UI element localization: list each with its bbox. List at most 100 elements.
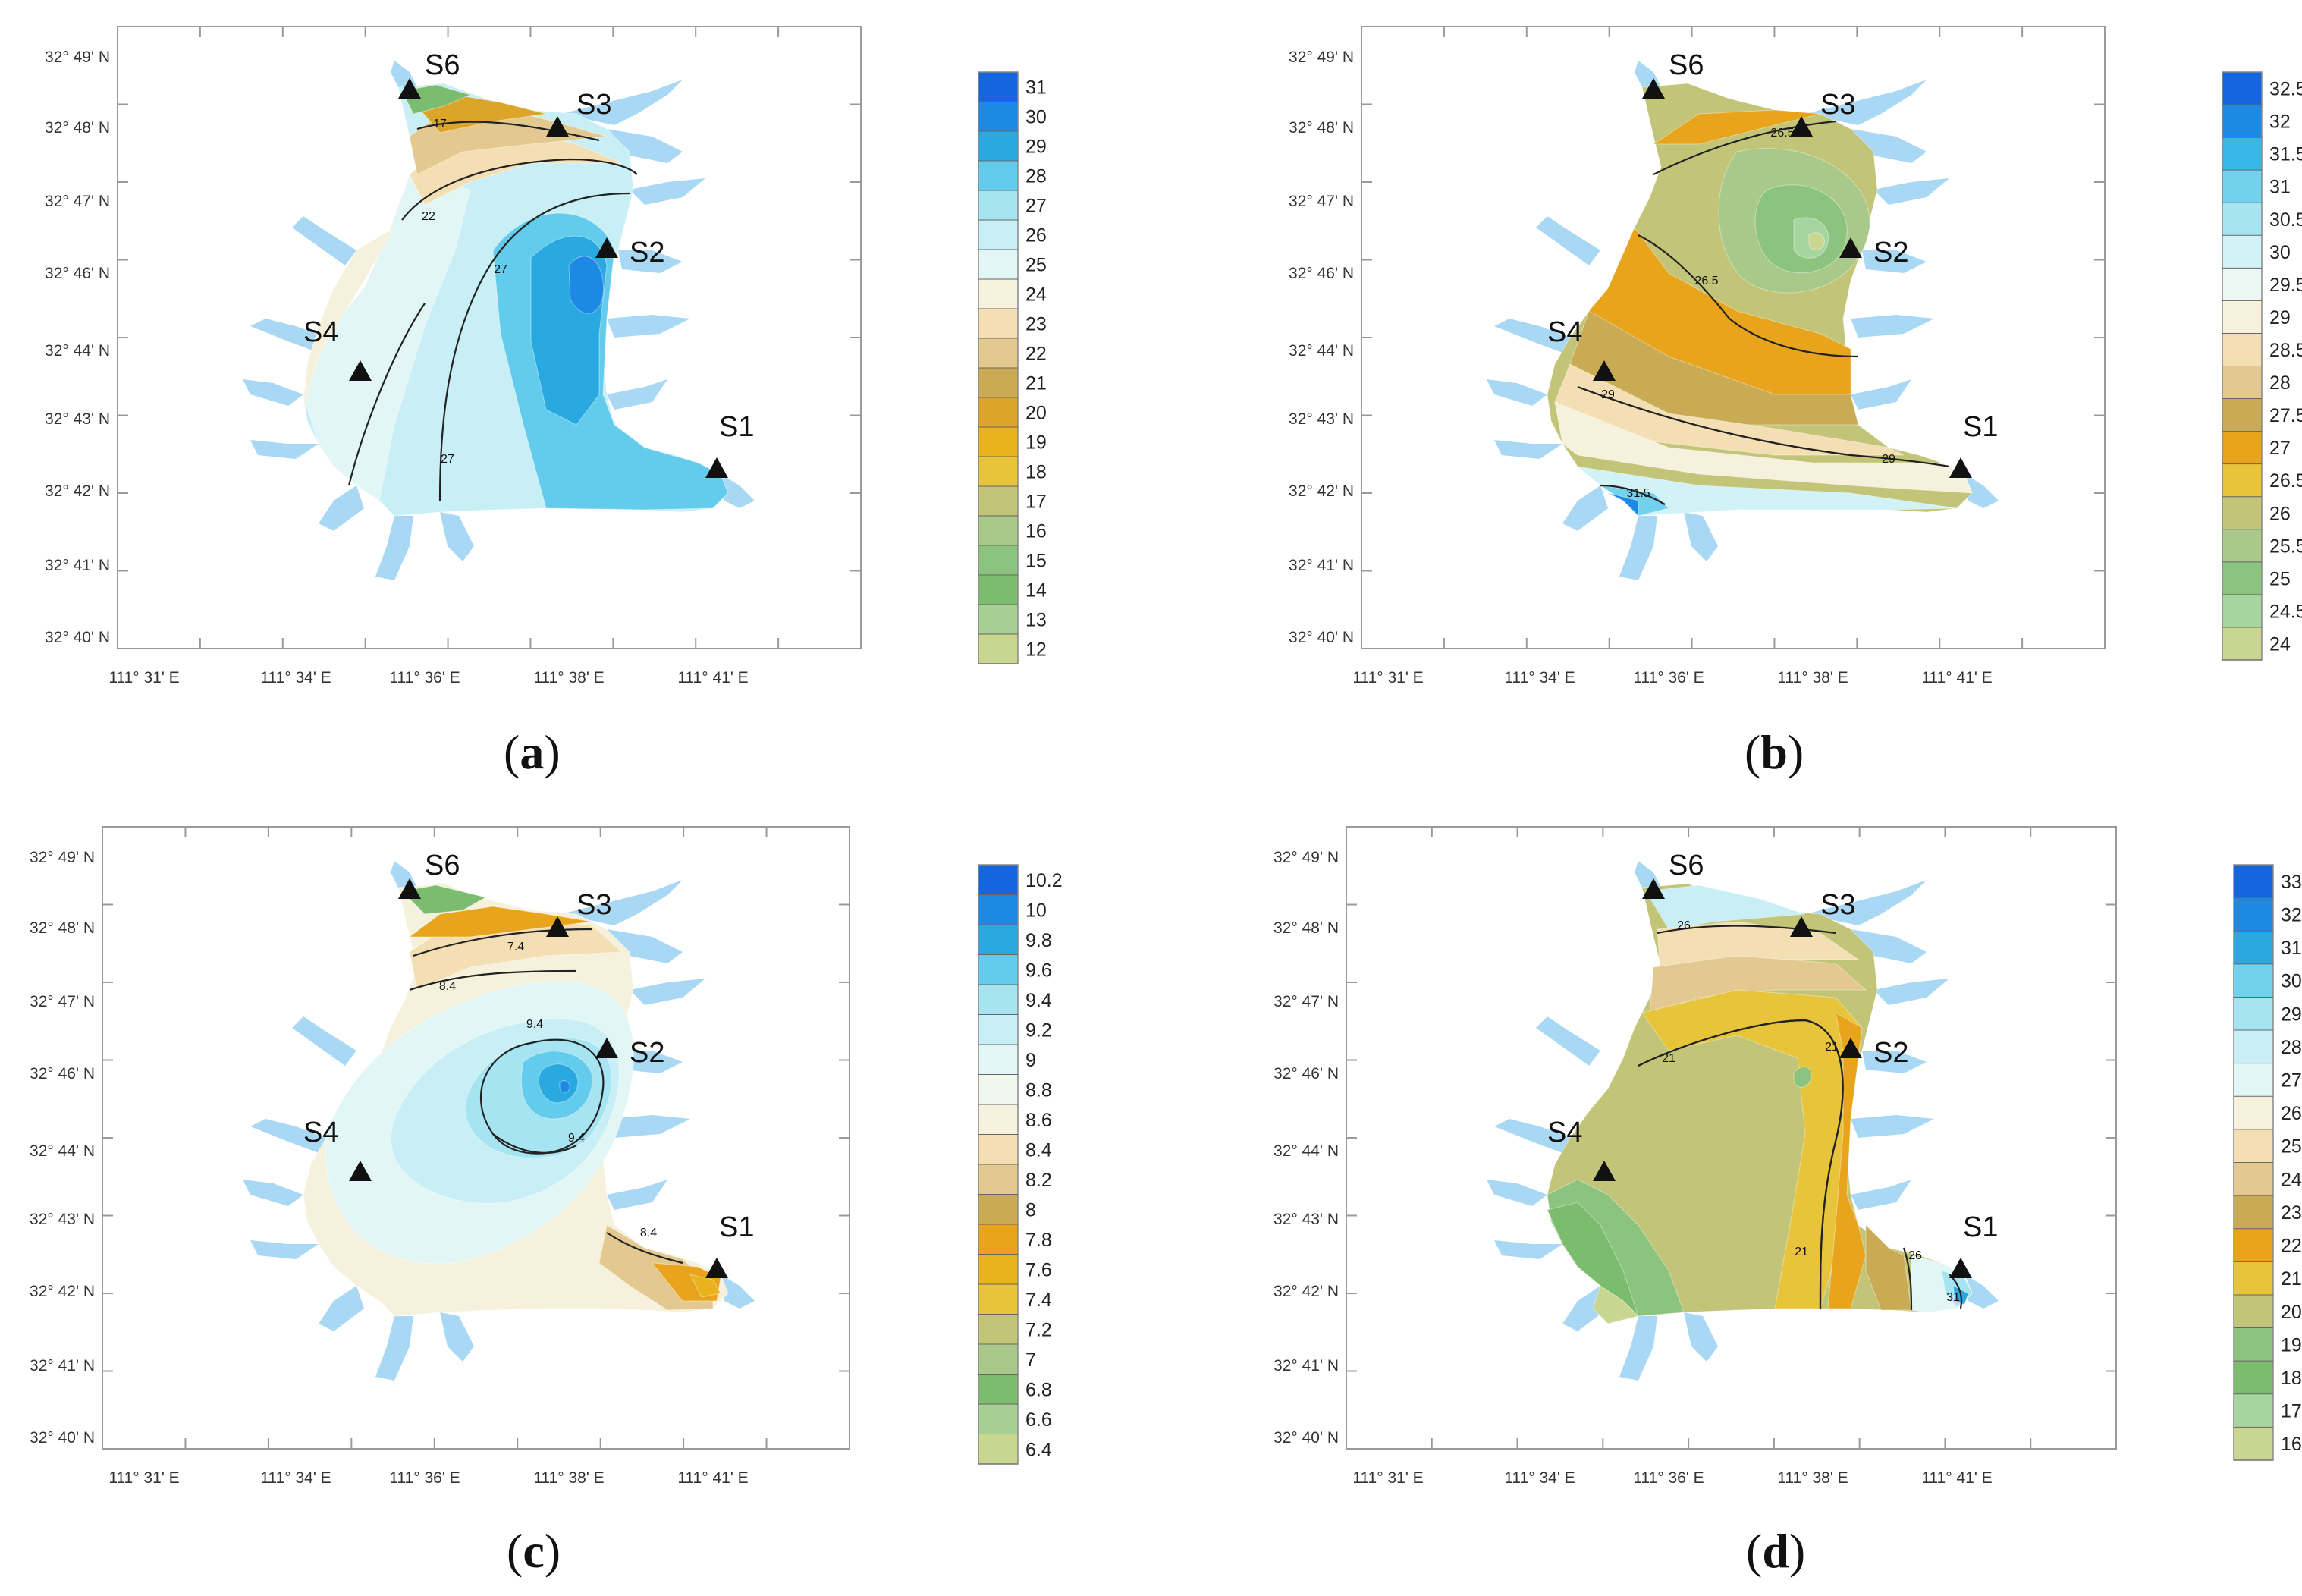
isoline-band [400,884,487,915]
lon-label: 111° 41' E [677,1469,748,1487]
colorbar-tick: 6.6 [1025,1409,1052,1431]
lat-label: 32° 49' N [1289,49,1354,66]
tributary-arm [630,979,705,1005]
contour-line [1638,234,1859,358]
colorbar-tick: 29 [2269,307,2291,328]
tributary-arm [292,216,356,265]
tributary-arm [1494,319,1570,353]
isoline-band [1554,401,1973,494]
colorbar-tick: 24 [2269,633,2291,655]
isoline-band [1652,109,1821,145]
lon-label: 111° 38' E [533,1469,604,1487]
isoline-band [539,1063,579,1104]
colorbar-swatch [2234,1427,2273,1461]
lat-label: 32° 49' N [45,49,110,66]
lat-label: 32° 44' N [1289,342,1354,360]
tributary-arm [1851,315,1934,338]
lon-label: 111° 34' E [260,1469,331,1487]
colorbar-tick: 30 [2269,242,2291,263]
colorbar-tick: 21 [2281,1268,2302,1290]
lat-label: 32° 47' N [1273,993,1339,1010]
tributary-arm [250,440,319,459]
colorbar-swatch [2234,963,2273,998]
lat-label: 32° 42' N [30,1283,95,1300]
colorbar-tick: 22 [2281,1236,2302,1257]
colorbar-swatch [978,1284,1018,1315]
colorbar-tick: 7.6 [1025,1259,1052,1280]
map-content: 7.4 8.4 9.4 9.4 8.4 S6 S3 S2 S4 S1 [243,850,755,1381]
colorbar-tick: 26 [2281,1103,2302,1124]
colorbar-tick: 7.8 [1025,1230,1052,1251]
colorbar-swatch [2234,1063,2273,1097]
colorbar-tick: 24.5 [2269,601,2302,622]
colorbar-tick: 7.2 [1025,1319,1052,1340]
colorbar-tick: 31 [2281,938,2302,959]
colorbar-swatch [978,985,1018,1015]
colorbar-swatch [978,338,1018,369]
station-label-s1: S1 [719,1211,754,1243]
colorbar-tick: 17 [1025,492,1047,513]
lat-label: 32° 44' N [45,342,110,360]
tributary-arm [607,1180,667,1210]
colorbar-swatch [2234,1228,2273,1262]
contour-label: 31 [1946,1291,1960,1304]
colorbar-swatch [2222,72,2262,105]
station-marker [1593,1161,1616,1181]
colorbar-tick: 25 [2269,568,2291,589]
contour-label: 17 [433,118,447,130]
lon-label: 111° 31' E [108,1469,179,1487]
lon-label: 111° 41' E [677,669,748,686]
isoline-band [1607,492,1639,517]
tributary-arm [1536,1016,1600,1066]
lat-label: 32° 43' N [1273,1211,1339,1228]
colorbar-swatch [2222,333,2262,366]
colorbar-swatch [978,865,1018,895]
colorbar-swatch [978,1074,1018,1105]
colorbar-tick: 26 [1025,225,1047,247]
colorbar-swatch [2234,1261,2273,1296]
tributary-arm [1851,929,1927,963]
colorbar-swatch [978,575,1018,605]
colorbar-tick: 32 [2281,904,2302,925]
lat-label: 32° 43' N [30,1211,95,1228]
colorbar-swatch [978,1434,1018,1465]
isoline-band [303,226,396,410]
isoline-band [1827,1012,1867,1309]
contour-label: 29 [1601,388,1615,401]
isoline-band [568,256,605,314]
colorbar-swatch [978,1194,1018,1225]
lat-label: 32° 40' N [1289,629,1354,646]
colorbar-tick: 29 [1025,137,1047,158]
caption-b: (b) [1745,725,1804,779]
colorbar-swatch [978,161,1018,191]
lat-label: 32° 46' N [30,1065,95,1082]
lat-label: 32° 46' N [1289,265,1354,282]
station-label-s2: S2 [1873,1037,1908,1069]
colorbar-tick: 8.8 [1025,1079,1052,1101]
colorbar-swatch [978,220,1018,250]
colorbar-swatch [2222,203,2262,236]
station-marker [398,878,421,899]
tributary-arm [721,1274,755,1309]
tributary-arm [1619,1316,1657,1381]
tributary-arm [561,80,683,125]
colorbar-tick: 32.5 [2269,79,2302,100]
colorbar-tick: 30 [1025,107,1047,128]
colorbar-tick: 30.5 [2269,209,2302,231]
lat-label: 32° 48' N [30,919,95,937]
contour-line [1600,484,1666,505]
tributary-arm [607,929,683,963]
contour-label: 26 [1908,1249,1922,1262]
tributary-arm [292,1016,356,1066]
colorbar-swatch [2234,1030,2273,1064]
colorbar-swatch [2234,1096,2273,1130]
colorbar-swatch [2234,931,2273,965]
station-marker [1593,360,1616,381]
colorbar-tick: 23 [1025,314,1047,335]
colorbar-tick: 27 [1025,196,1047,217]
colorbar-tick: 19 [2281,1334,2302,1356]
station-label-s3: S3 [576,89,611,121]
lat-label: 32° 42' N [1289,482,1354,500]
contour-label: 9.4 [526,1018,543,1031]
colorbar-tick: 29.5 [2269,275,2302,296]
